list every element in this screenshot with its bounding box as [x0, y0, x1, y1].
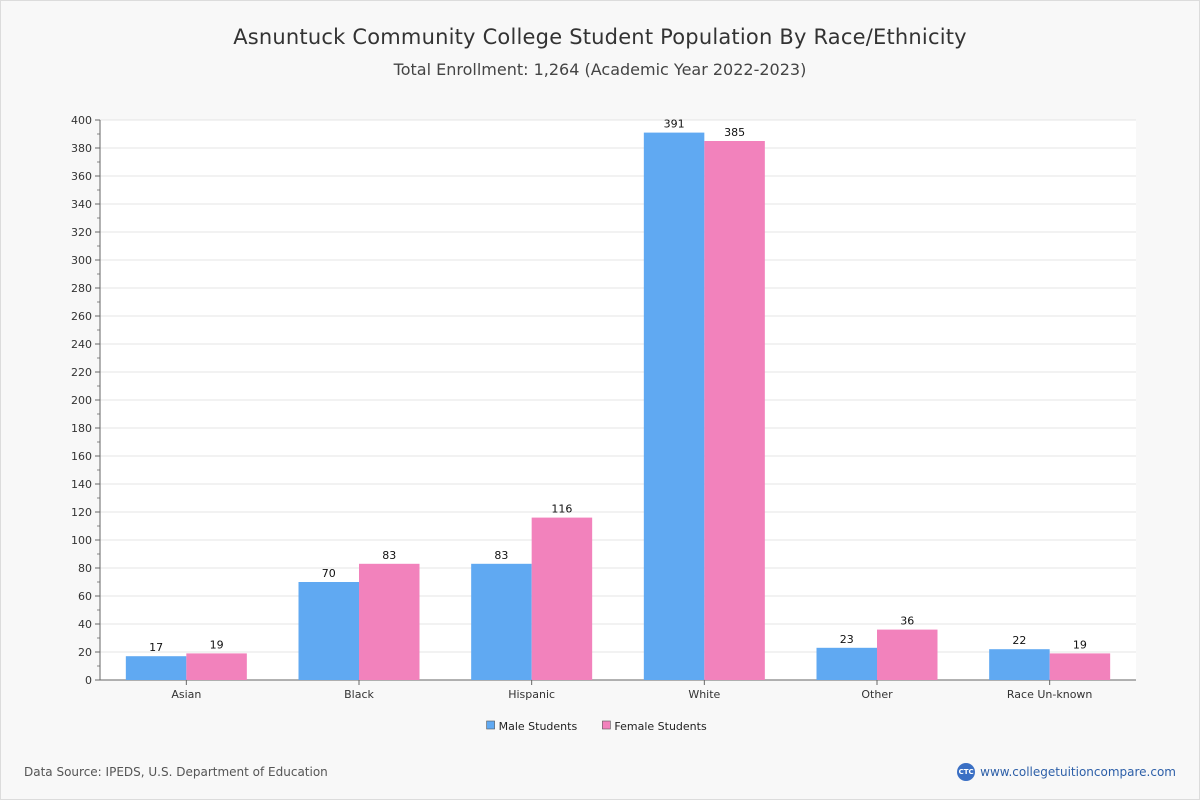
- ctc-logo-icon: CTC: [957, 763, 976, 781]
- bar-male: [125, 656, 187, 680]
- bar-female: [531, 517, 593, 680]
- legend-swatch-female: [602, 720, 611, 730]
- x-tick-label: Hispanic: [508, 688, 555, 701]
- site-link[interactable]: CTC www.collegetuitioncompare.com: [957, 763, 1176, 781]
- data-label: 19: [210, 638, 224, 651]
- legend-label: Female Students: [614, 720, 707, 733]
- data-label: 391: [664, 118, 685, 131]
- legend-label: Male Students: [499, 720, 578, 733]
- y-tick-label: 120: [71, 506, 92, 519]
- y-tick-label: 360: [71, 170, 92, 183]
- chart-title: Asnuntuck Community College Student Popu…: [233, 25, 967, 49]
- data-label: 36: [900, 615, 914, 628]
- data-label: 19: [1073, 638, 1087, 651]
- legend-swatch-male: [486, 720, 495, 730]
- y-tick-label: 300: [71, 254, 92, 267]
- y-tick-label: 320: [71, 226, 92, 239]
- y-tick-label: 200: [71, 394, 92, 407]
- data-label: 17: [149, 641, 163, 654]
- bar-female: [186, 653, 247, 680]
- y-tick-label: 260: [71, 310, 92, 323]
- data-label: 385: [724, 126, 745, 139]
- y-tick-label: 20: [78, 646, 92, 659]
- bar-male: [989, 649, 1050, 680]
- y-tick-label: 280: [71, 282, 92, 295]
- x-tick-label: White: [688, 688, 720, 701]
- x-tick-label: Other: [861, 688, 893, 701]
- y-tick-label: 0: [85, 674, 92, 687]
- bar-female: [1049, 653, 1111, 680]
- y-tick-label: 140: [71, 478, 92, 491]
- y-tick-label: 220: [71, 366, 92, 379]
- bar-female: [359, 563, 420, 680]
- bar-male: [471, 563, 532, 680]
- y-tick-label: 80: [78, 562, 92, 575]
- bar-male: [643, 132, 705, 681]
- chart-subtitle: Total Enrollment: 1,264 (Academic Year 2…: [393, 60, 807, 79]
- data-label: 116: [551, 503, 572, 516]
- data-label: 83: [494, 549, 508, 562]
- data-label: 22: [1012, 634, 1026, 647]
- data-label: 70: [322, 567, 336, 580]
- data-label: 83: [382, 549, 396, 562]
- site-url[interactable]: www.collegetuitioncompare.com: [980, 765, 1176, 779]
- y-tick-label: 380: [71, 142, 92, 155]
- data-label: 23: [840, 633, 854, 646]
- bar-female: [704, 141, 765, 680]
- y-tick-label: 160: [71, 450, 92, 463]
- bar-female: [877, 629, 938, 680]
- x-tick-label: Black: [344, 688, 374, 701]
- x-tick-label: Asian: [171, 688, 201, 701]
- y-tick-label: 40: [78, 618, 92, 631]
- y-tick-label: 340: [71, 198, 92, 211]
- y-tick-label: 100: [71, 534, 92, 547]
- y-tick-label: 400: [71, 114, 92, 127]
- y-tick-label: 60: [78, 590, 92, 603]
- y-tick-label: 180: [71, 422, 92, 435]
- y-tick-label: 240: [71, 338, 92, 351]
- bar-male: [816, 647, 877, 680]
- data-source: Data Source: IPEDS, U.S. Department of E…: [24, 765, 328, 779]
- bar-male: [298, 582, 359, 680]
- x-tick-label: Race Un-known: [1007, 688, 1093, 701]
